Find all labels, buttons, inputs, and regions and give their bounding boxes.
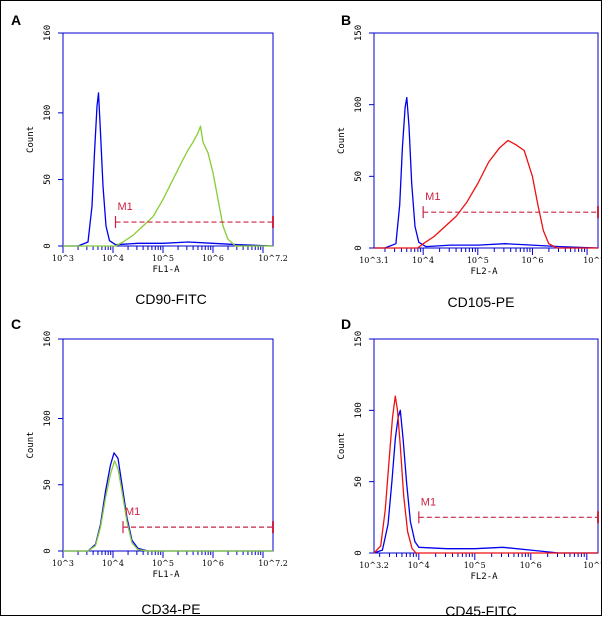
y-tick-label: 50 xyxy=(354,476,364,487)
x-tick-label: 10^3 xyxy=(52,254,74,263)
x-axis-label: FL2-A xyxy=(470,267,498,277)
series-green-line xyxy=(63,125,273,247)
x-tick-label: 10^5 xyxy=(464,561,486,570)
marker-m1-label: M1 xyxy=(425,191,440,203)
x-tick-label: 10^6 xyxy=(202,254,224,263)
marker-m1-label: M1 xyxy=(125,506,140,518)
series-blue-line xyxy=(374,96,599,249)
marker-m1-label: M1 xyxy=(118,201,133,213)
x-tick-label: 10^4 xyxy=(412,256,434,265)
y-tick-label: 100 xyxy=(43,105,53,121)
plot-frame xyxy=(373,338,599,554)
series-blue-line xyxy=(373,409,598,554)
panel-caption: CD45-FITC xyxy=(445,603,517,615)
panel-caption: CD34-PE xyxy=(141,601,200,615)
series-blue-line xyxy=(63,92,274,247)
y-axis-label: Count xyxy=(337,432,347,459)
y-axis-label: Count xyxy=(26,126,36,153)
panel-caption: CD105-PE xyxy=(448,294,515,310)
series-red-line xyxy=(374,139,598,249)
x-tick-label: 10^7.2 xyxy=(583,561,601,570)
plot-frame xyxy=(373,32,599,249)
panel-letter: A xyxy=(11,12,21,28)
panel-letter: D xyxy=(341,316,351,332)
x-tick-label: 10^7.2 xyxy=(583,256,601,265)
x-tick-label: 10^4 xyxy=(102,559,124,568)
y-tick-label: 160 xyxy=(43,25,53,41)
series-red-line xyxy=(373,395,598,554)
y-axis-label: Count xyxy=(26,431,36,458)
x-tick-label: 10^5 xyxy=(152,559,174,568)
y-tick-label: 150 xyxy=(354,25,364,41)
panel-c: C 0 50 100 160 Count 10^3 10^4 10^5 10^6 10^7.2 FL1… xyxy=(11,316,288,617)
panel-d: D 0 50 100 150 Count 10^3.2 10^4 10^5 10^6 10^7.2 F… xyxy=(337,316,602,619)
series-green-line xyxy=(63,460,273,552)
panel-caption: CD90-FITC xyxy=(135,291,207,307)
y-tick-label: 160 xyxy=(43,331,53,347)
x-tick-label: 10^6 xyxy=(521,256,543,265)
y-tick-label: 0 xyxy=(354,245,364,250)
x-tick-label: 10^6 xyxy=(520,561,542,570)
y-tick-label: 50 xyxy=(43,479,53,490)
marker-m1-label: M1 xyxy=(421,496,436,508)
y-axis-label: Count xyxy=(337,127,347,154)
y-tick-label: 50 xyxy=(354,171,364,182)
panel-a: A 0 50 100 160 Count 10^3 10^4 10^5 10^6 10^7.2 FL1… xyxy=(11,12,288,307)
x-tick-label: 10^5 xyxy=(467,256,489,265)
x-tick-label: 10^3.2 xyxy=(359,561,389,570)
x-tick-label: 10^5 xyxy=(152,254,174,263)
x-tick-label: 10^3 xyxy=(52,559,74,568)
x-tick-label: 10^3.1 xyxy=(359,256,389,265)
x-tick-label: 10^7.2 xyxy=(258,559,288,568)
plot-frame xyxy=(62,32,274,247)
panel-b: B 0 50 100 150 Count 10^3.1 10^4 10^5 10^6 10^7.2 F… xyxy=(337,12,602,310)
x-tick-label: 10^4 xyxy=(102,254,124,263)
x-axis-label: FL1-A xyxy=(152,265,180,275)
y-tick-label: 50 xyxy=(43,174,53,185)
x-tick-label: 10^7.2 xyxy=(258,254,288,263)
y-tick-label: 150 xyxy=(354,331,364,347)
x-tick-label: 10^4 xyxy=(408,561,430,570)
x-axis-label: FL2-A xyxy=(470,572,498,582)
y-tick-label: 100 xyxy=(354,97,364,113)
panel-letter: C xyxy=(11,316,21,332)
panel-letter: B xyxy=(341,12,351,28)
y-tick-label: 100 xyxy=(43,410,53,426)
y-tick-label: 0 xyxy=(43,548,53,553)
y-tick-label: 100 xyxy=(354,402,364,418)
plot-frame xyxy=(62,338,274,552)
series-blue-line xyxy=(63,452,273,552)
y-tick-label: 0 xyxy=(43,243,53,248)
x-axis-label: FL1-A xyxy=(152,570,180,580)
y-tick-label: 0 xyxy=(354,550,364,555)
x-tick-label: 10^6 xyxy=(202,559,224,568)
